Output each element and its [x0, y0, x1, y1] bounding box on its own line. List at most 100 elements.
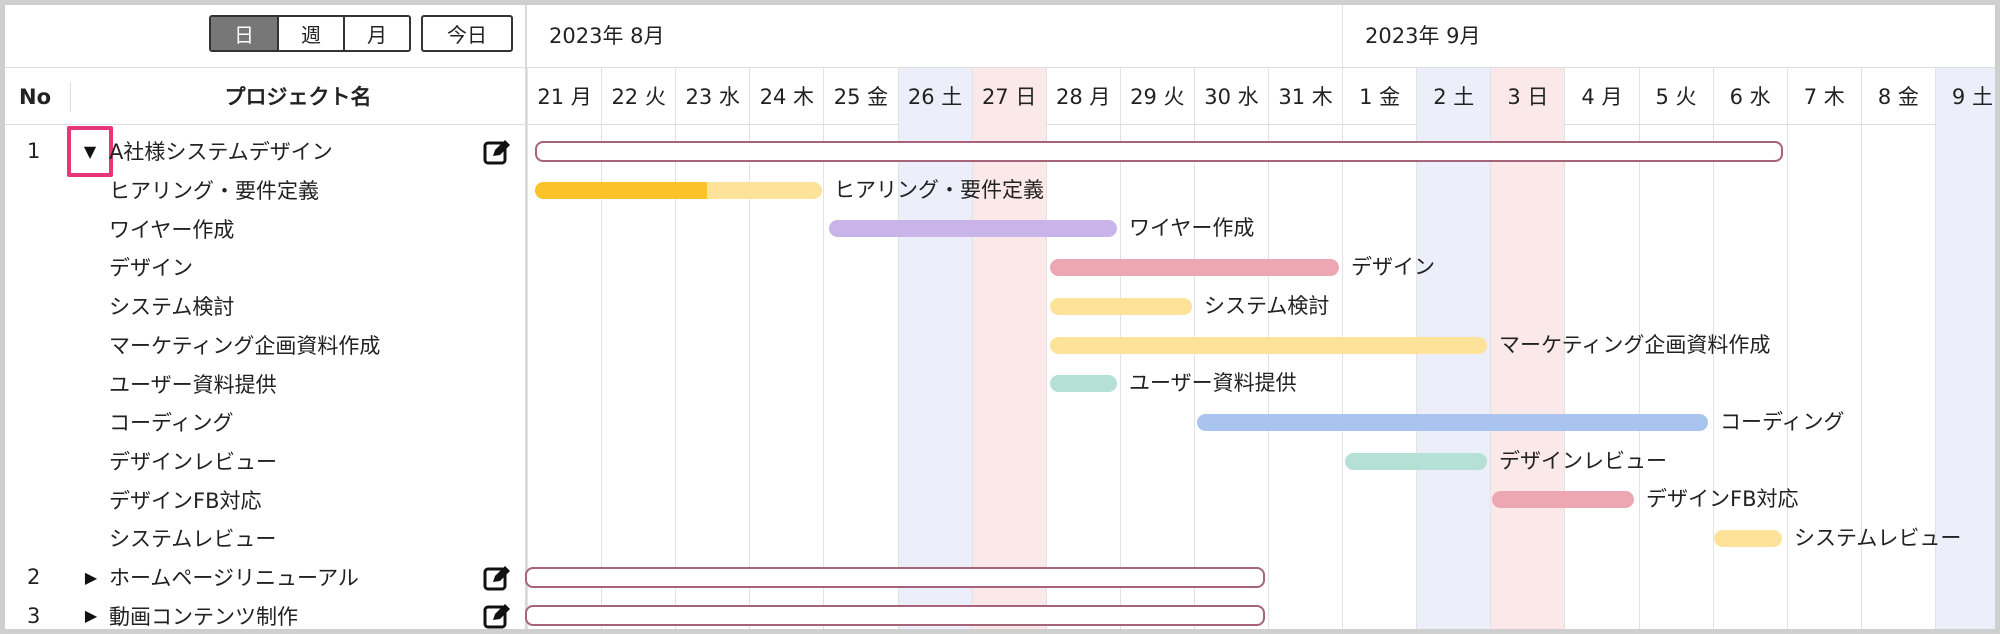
day-column — [1119, 125, 1194, 629]
day-column — [527, 125, 601, 629]
task-name: デザインFB対応 — [109, 488, 262, 513]
edit-icon[interactable] — [483, 565, 511, 591]
header-project-name: プロジェクト名 — [224, 85, 372, 109]
task-name: コーディング — [109, 411, 234, 436]
project-summary-bar[interactable] — [525, 566, 1265, 588]
timeline-grid: ヒアリング・要件定義 ワイヤー作成 デザイン システム検討 マーケティング企画資料作成ユ… — [525, 125, 1995, 629]
project-summary-bar[interactable] — [535, 141, 1783, 162]
task-bar[interactable] — [1714, 530, 1782, 547]
task-bar[interactable] — [1197, 413, 1708, 431]
row-number: 1 — [27, 139, 41, 164]
task-bar[interactable] — [1345, 452, 1487, 470]
day-column — [1564, 125, 1638, 629]
task-name: ユーザー資料提供 — [109, 372, 277, 397]
task-row[interactable]: デザインレビュー — [5, 442, 525, 481]
day-column — [675, 125, 749, 629]
view-month-button[interactable]: 月 — [343, 17, 409, 50]
header-divider — [70, 82, 71, 112]
day-label: 23 水 — [675, 68, 749, 126]
task-name: システムレビュー — [109, 527, 277, 552]
month-header: 2023年 8月 2023年 9月 — [527, 5, 1995, 67]
task-bar[interactable] — [1050, 375, 1117, 393]
task-name: システム検討 — [109, 295, 235, 320]
task-bar[interactable] — [829, 220, 1117, 238]
day-label: 27 日 — [971, 68, 1046, 126]
day-label: 3 日 — [1490, 68, 1565, 126]
task-bar-label: コーディング — [1720, 409, 1845, 434]
today-button[interactable]: 今日 — [421, 15, 513, 52]
expand-toggle-icon[interactable]: ▶ — [84, 606, 98, 626]
task-bar[interactable] — [1050, 336, 1487, 354]
view-scale-switch: 日 週 月 — [209, 15, 411, 52]
day-label: 7 木 — [1786, 68, 1861, 126]
task-bar-label: システムレビュー — [1794, 526, 1962, 550]
task-name: マーケティング企画資料作成 — [109, 333, 381, 358]
task-bar[interactable] — [1050, 297, 1192, 315]
task-row[interactable]: システム検討 — [5, 287, 525, 326]
day-column — [1268, 125, 1342, 629]
day-label: 4 月 — [1564, 68, 1638, 126]
task-name: デザイン — [109, 256, 193, 281]
task-row[interactable]: ヒアリング・要件定義 — [5, 171, 525, 210]
day-label: 30 水 — [1193, 68, 1268, 126]
day-column — [897, 125, 972, 629]
row-number: 2 — [27, 565, 41, 590]
task-bar-label: デザインFB対応 — [1646, 487, 1799, 512]
gantt-chart: 2023年 8月 2023年 9月 21 月 22 火 23 水 24 木 25 金 26… — [525, 5, 1995, 629]
day-label: 6 水 — [1712, 68, 1787, 126]
edit-icon[interactable] — [483, 139, 511, 165]
day-column — [749, 125, 823, 629]
task-row[interactable]: デザイン — [5, 248, 525, 287]
project-row-2[interactable]: 2 ▶ ホームページリニューアル — [5, 558, 525, 597]
month-label: 2023年 9月 — [1342, 5, 1995, 67]
task-name: ワイヤー作成 — [109, 217, 235, 242]
day-column — [1490, 125, 1565, 629]
day-column — [1712, 125, 1787, 629]
project-row-1[interactable]: 1 ▼ A社様システムデザイン — [5, 126, 525, 177]
day-label: 22 火 — [601, 68, 675, 126]
day-label: 1 金 — [1342, 68, 1416, 126]
edit-icon[interactable] — [483, 603, 511, 629]
project-summary-bar[interactable] — [525, 605, 1265, 627]
day-label: 31 木 — [1268, 68, 1342, 126]
month-label: 2023年 8月 — [549, 24, 665, 48]
task-row[interactable]: マーケティング企画資料作成 — [5, 326, 525, 365]
view-day-button[interactable]: 日 — [211, 17, 277, 50]
view-week-button[interactable]: 週 — [277, 17, 343, 50]
toolbar: 日 週 月 今日 — [5, 5, 525, 67]
task-bar-label: ユーザー資料提供 — [1129, 371, 1297, 396]
task-bar-label: デザイン — [1351, 255, 1435, 280]
task-progress-fill — [535, 181, 708, 199]
day-label: 2 土 — [1416, 68, 1491, 126]
task-bar-label: デザインレビュー — [1499, 448, 1667, 473]
project-name: 動画コンテンツ制作 — [109, 604, 298, 629]
list-header: No プロジェクト名 — [5, 67, 525, 125]
expand-toggle-icon[interactable]: ▶ — [84, 567, 98, 587]
task-row[interactable]: コーディング — [5, 403, 525, 442]
task-row[interactable]: ワイヤー作成 — [5, 209, 525, 248]
collapse-toggle-icon[interactable]: ▼ — [67, 126, 113, 177]
task-row[interactable]: デザインFB対応 — [5, 480, 525, 519]
day-column — [1638, 125, 1713, 629]
task-bar[interactable] — [535, 181, 822, 199]
day-column — [1860, 125, 1935, 629]
day-label: 8 金 — [1860, 68, 1935, 126]
day-label: 25 金 — [823, 68, 897, 126]
task-row[interactable]: ユーザー資料提供 — [5, 364, 525, 403]
day-column — [823, 125, 897, 629]
task-bar[interactable] — [1492, 491, 1634, 509]
task-bar-label: ワイヤー作成 — [1129, 216, 1255, 241]
day-header: 21 月 22 火 23 水 24 木 25 金 26 土 27 日 28 月 29 火 30 水… — [527, 67, 1995, 126]
task-row[interactable]: システムレビュー — [5, 519, 525, 558]
task-name: ヒアリング・要件定義 — [109, 179, 319, 204]
day-label: 9 土 — [1934, 68, 1995, 126]
day-label: 29 火 — [1119, 68, 1194, 126]
day-label: 21 月 — [527, 68, 601, 126]
task-bar[interactable] — [1050, 259, 1339, 277]
day-label: 24 木 — [749, 68, 823, 126]
day-column — [1416, 125, 1491, 629]
day-column — [601, 125, 675, 629]
project-row-3[interactable]: 3 ▶ 動画コンテンツ制作 — [5, 596, 525, 629]
task-name: デザインレビュー — [109, 449, 277, 474]
day-column — [971, 125, 1046, 629]
